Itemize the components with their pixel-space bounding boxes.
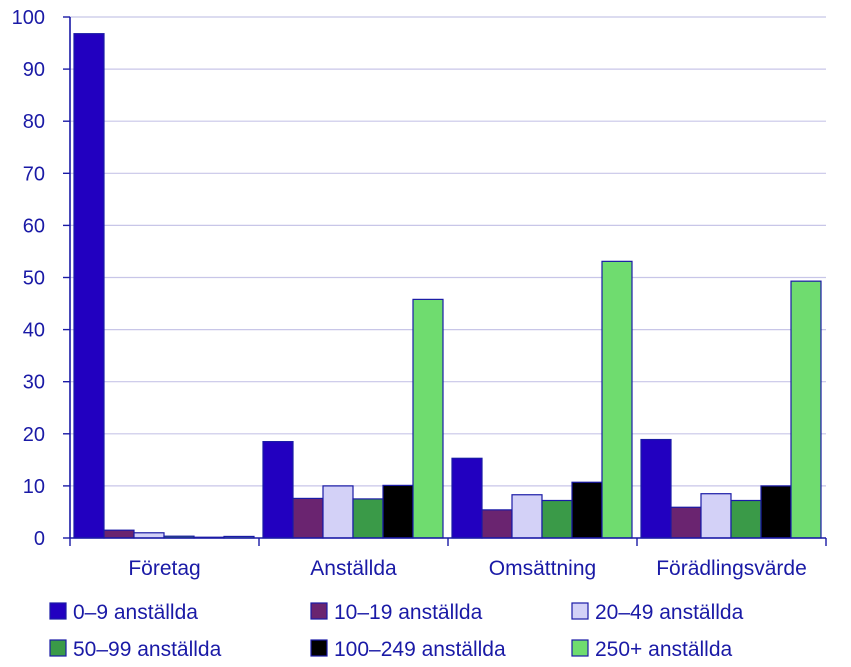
legend-label: 50–99 anställda <box>73 638 222 661</box>
y-tick-label: 100 <box>12 7 45 29</box>
bar-6-2 <box>412 298 444 539</box>
bar-1-3 <box>451 457 483 539</box>
legend-swatch <box>571 639 589 657</box>
bar-2-1 <box>103 529 135 539</box>
bar-1-1 <box>73 33 105 539</box>
bar-1-2 <box>262 441 294 539</box>
bar-4-3 <box>541 499 573 539</box>
bar-4-4 <box>730 499 762 539</box>
y-tick-label: 60 <box>23 215 45 237</box>
category-labels: Företag Anställda Omsättning Förädlingsvärd… <box>128 557 806 580</box>
bars <box>73 33 822 539</box>
legend-swatch <box>49 602 67 620</box>
legend-label: 20–49 anställda <box>595 601 744 624</box>
bar-3-2 <box>322 485 354 539</box>
legend-swatch <box>310 602 328 620</box>
legend: 0–9 anställda 10–19 anställda 20–49 anstäl… <box>49 601 744 661</box>
y-tick-label: 30 <box>23 372 45 394</box>
category-label: Omsättning <box>489 557 596 580</box>
bar-1-4 <box>640 438 672 539</box>
gridlines <box>70 16 826 487</box>
y-tick-label: 80 <box>23 111 45 133</box>
category-label: Förädlingsvärde <box>656 557 807 580</box>
bar-6-3 <box>601 260 633 539</box>
y-tick-label: 70 <box>23 163 45 185</box>
category-label: Anställda <box>310 557 397 580</box>
legend-swatch <box>49 639 67 657</box>
axes <box>69 17 827 546</box>
y-tick-label: 40 <box>23 320 45 342</box>
bar-3-3 <box>511 494 543 539</box>
y-axis-ticks: 0 10 20 30 40 50 60 70 80 90 100 <box>12 7 70 550</box>
bar-2-2 <box>292 497 324 539</box>
legend-label: 250+ anställda <box>595 638 733 661</box>
y-tick-label: 20 <box>23 424 45 446</box>
legend-label: 10–19 anställda <box>334 601 483 624</box>
legend-label: 100–249 anställda <box>334 638 506 661</box>
bar-2-3 <box>481 509 513 539</box>
bar-5-4 <box>760 485 792 539</box>
bar-6-4 <box>790 280 822 539</box>
bar-5-3 <box>571 481 603 539</box>
legend-label: 0–9 anställda <box>73 601 198 624</box>
bar-4-2 <box>352 498 384 539</box>
y-tick-label: 0 <box>34 528 45 550</box>
bar-2-4 <box>670 506 702 539</box>
legend-swatch <box>310 639 328 657</box>
y-tick-label: 10 <box>23 476 45 498</box>
y-tick-label: 50 <box>23 268 45 290</box>
category-label: Företag <box>128 557 200 580</box>
bar-3-4 <box>700 493 732 539</box>
bar-5-2 <box>382 484 414 539</box>
y-tick-label: 90 <box>23 59 45 81</box>
legend-swatch <box>571 602 589 620</box>
